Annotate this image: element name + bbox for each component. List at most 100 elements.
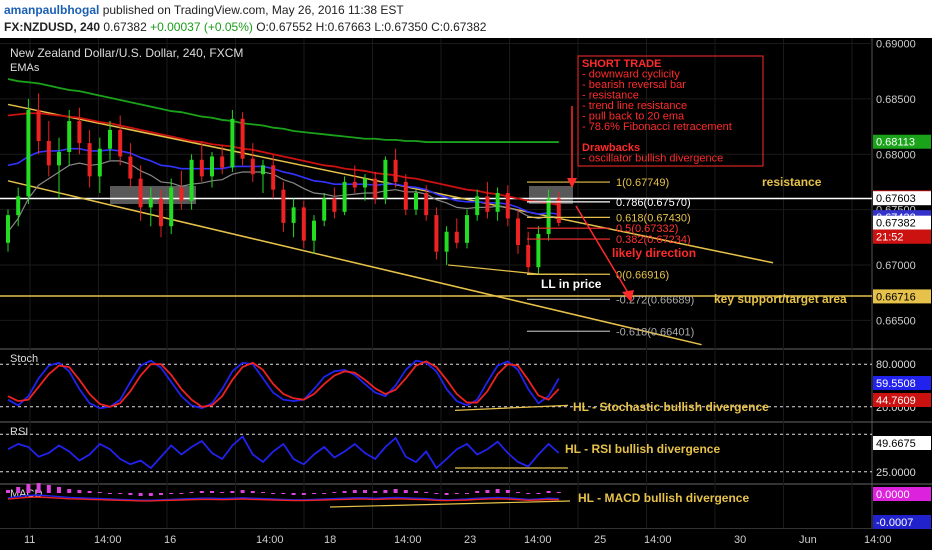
time-tick-label: 30: [734, 534, 746, 546]
ll-in-price-label: LL in price: [541, 277, 602, 291]
macd-histogram-bar: [454, 493, 459, 494]
candle-body: [36, 109, 41, 141]
price-tick-label: 0.67000: [876, 260, 916, 272]
macd-histogram-bar: [240, 490, 245, 493]
macd-histogram-bar: [312, 493, 316, 494]
candle-body: [373, 178, 378, 199]
candle-body: [230, 118, 235, 168]
price-badge: [873, 229, 931, 244]
high-price: H:0.67663: [315, 20, 371, 34]
macd-histogram-bar: [495, 489, 500, 493]
macd-histogram-bar: [87, 491, 92, 493]
short-trade-note-line: - 78.6% Fibonacci retracement: [582, 121, 732, 133]
rsi-divergence-label: HL - RSI bullish divergence: [565, 442, 720, 456]
stoch-divergence-label: HL - Stochastic bullish divergence: [573, 400, 769, 414]
chart-title: New Zealand Dollar/U.S. Dollar, 240, FXC…: [10, 46, 243, 60]
short-trade-note-line: - oscillator bullish divergence: [582, 153, 723, 165]
candle-body: [240, 118, 245, 159]
macd-histogram-bar: [332, 492, 337, 493]
price-badge: [873, 215, 931, 230]
macd-histogram-bar: [556, 492, 561, 493]
candle-body: [281, 189, 286, 223]
macd-histogram-bar: [220, 492, 225, 493]
price-badge: [873, 191, 931, 206]
macd-histogram-bar: [281, 493, 286, 494]
stoch-divergence-line: [454, 404, 569, 411]
short-trade-note-line: - downward cyclicity: [582, 69, 680, 81]
rsi-badge: [873, 436, 931, 450]
macd-histogram-bar: [352, 490, 357, 493]
price-badge: [873, 289, 931, 304]
fib-level-label: 0(0.66916): [616, 269, 669, 281]
chart-area[interactable]: 0.690000.685000.680000.675000.670000.665…: [0, 38, 932, 550]
macd-histogram-bar: [403, 490, 408, 493]
chart-canvas[interactable]: 0.690000.685000.680000.675000.670000.665…: [0, 38, 932, 550]
likely-direction-label: likely direction: [612, 246, 696, 260]
short-trade-note-line: Drawbacks: [582, 142, 640, 154]
macd-badge-label: 0.0000: [876, 489, 910, 501]
macd-histogram-bar: [393, 489, 398, 493]
time-tick-label: 18: [324, 534, 336, 546]
candle-body: [465, 215, 469, 243]
key-support-label: key support/target area: [714, 292, 847, 306]
macd-histogram-bar: [363, 490, 367, 493]
rsi-line: [7, 435, 560, 470]
candle-body: [291, 207, 296, 223]
candle-body: [16, 196, 21, 216]
short-trade-note-line: - pull back to 20 ema: [582, 111, 685, 123]
note-arrow-head: [567, 178, 577, 188]
short-trade-note-line: - trend line resistance: [582, 100, 687, 112]
candle-body: [322, 198, 327, 221]
macd-histogram-bar: [179, 493, 184, 494]
macd-histogram-bar: [424, 492, 429, 493]
candle-body: [57, 152, 61, 166]
candle-body: [87, 143, 92, 177]
low-price: L:0.67350: [374, 20, 428, 34]
macd-histogram-bar: [189, 492, 194, 493]
candle-body: [505, 193, 510, 219]
macd-histogram-bar: [169, 493, 174, 494]
ema-long-line: [7, 78, 559, 143]
time-tick-label: 14:00: [644, 534, 672, 546]
fib-level-label: 0.618(0.67430): [616, 212, 691, 224]
candle-body: [97, 148, 102, 177]
macd-histogram-bar: [546, 491, 551, 493]
trend-channel-line: [7, 180, 702, 346]
last-price: 0.67382: [103, 20, 147, 34]
candle-body: [26, 109, 31, 197]
price-badge-label: 0.66716: [876, 291, 916, 303]
candle-body: [444, 231, 449, 252]
candle-body: [261, 165, 265, 175]
stoch-badge-d-label: 44.7609: [876, 395, 916, 407]
candle-body: [312, 220, 316, 241]
candle-body: [118, 129, 123, 157]
direction-arrow: [575, 205, 631, 297]
macd-histogram-bar: [159, 493, 163, 495]
rsi-label: RSI: [10, 426, 28, 438]
candle-body: [159, 198, 163, 227]
macd-histogram-bar: [57, 487, 61, 493]
time-tick-label: 25: [594, 534, 606, 546]
publish-text: published on TradingView.com, May 26, 20…: [102, 3, 404, 17]
macd-histogram-bar: [505, 490, 510, 493]
stoch-badge-d: [873, 393, 931, 407]
macd-histogram-bar: [199, 491, 204, 493]
stoch-k-line: [7, 359, 560, 410]
price-badge-label: 0.67603: [876, 193, 916, 205]
candle-body: [495, 193, 500, 212]
candle-body: [393, 159, 398, 182]
macd-histogram-bar: [301, 493, 306, 495]
candle-body: [383, 159, 388, 199]
candle-body: [6, 215, 10, 243]
price-badge-label: 21:52: [876, 232, 904, 244]
price-tick-label: 0.69000: [876, 39, 916, 51]
macd-line: [7, 494, 559, 501]
candle-body: [342, 181, 347, 212]
candle-body: [128, 156, 133, 179]
fib-level-label: 0.5(0.67332): [616, 223, 678, 235]
time-tick-label: 16: [164, 534, 176, 546]
author-link[interactable]: amanpaulbhogal: [4, 3, 100, 17]
candle-body: [434, 215, 439, 252]
resistance-zone-box: [110, 186, 196, 204]
time-tick-label: 14:00: [256, 534, 284, 546]
